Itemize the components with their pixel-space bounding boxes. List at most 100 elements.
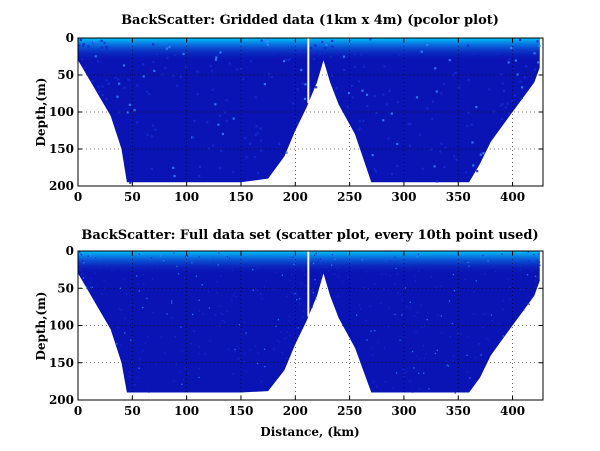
data-point xyxy=(322,261,324,263)
y-tick-label: 100 xyxy=(49,105,74,119)
data-point xyxy=(292,102,295,105)
data-point xyxy=(108,82,111,85)
data-point xyxy=(506,102,509,105)
data-point xyxy=(382,119,385,122)
data-point xyxy=(535,286,537,288)
data-point xyxy=(161,73,164,76)
data-point xyxy=(385,103,388,106)
x-tick-label: 50 xyxy=(124,404,141,418)
data-point xyxy=(198,165,202,168)
data-point xyxy=(467,78,470,81)
data-point xyxy=(533,253,535,256)
data-point xyxy=(464,260,466,262)
data-point xyxy=(315,252,317,255)
data-point xyxy=(142,75,145,78)
data-point xyxy=(487,338,489,341)
x-axis-label: Distance, (km) xyxy=(260,425,359,439)
data-point xyxy=(235,296,237,298)
data-point xyxy=(286,295,288,298)
data-point xyxy=(454,72,457,75)
data-point xyxy=(83,253,85,255)
data-point xyxy=(296,88,299,91)
x-tick-label: 50 xyxy=(124,190,141,204)
data-point xyxy=(219,167,222,170)
data-point xyxy=(156,267,158,269)
data-point xyxy=(90,286,92,288)
data-point xyxy=(496,52,499,55)
data-point xyxy=(343,68,346,72)
data-point xyxy=(319,279,321,281)
data-point xyxy=(272,52,275,55)
data-point xyxy=(498,339,501,342)
data-point xyxy=(286,331,289,333)
data-point xyxy=(100,39,103,42)
data-point xyxy=(249,60,253,63)
data-point xyxy=(416,355,418,357)
data-point xyxy=(238,347,240,349)
data-point xyxy=(220,150,223,153)
data-point xyxy=(120,309,122,311)
data-point xyxy=(285,357,287,359)
data-point xyxy=(478,342,480,345)
data-point xyxy=(440,92,443,95)
data-point xyxy=(443,166,446,169)
data-point xyxy=(507,327,509,329)
data-point xyxy=(245,370,247,372)
data-point xyxy=(172,166,175,169)
data-point xyxy=(97,85,100,88)
data-point xyxy=(313,294,315,296)
data-point xyxy=(260,380,263,383)
data-point xyxy=(453,355,455,357)
data-point xyxy=(374,283,376,285)
data-point xyxy=(249,142,252,145)
y-tick-label: 150 xyxy=(49,142,74,156)
y-axis-label: Depth,(m) xyxy=(34,78,48,147)
data-point xyxy=(116,343,118,345)
data-point xyxy=(420,304,422,306)
data-point xyxy=(502,300,504,302)
data-point xyxy=(256,132,259,135)
data-point xyxy=(382,93,385,96)
data-point xyxy=(431,100,434,103)
data-point xyxy=(254,345,256,347)
x-tick-label: 300 xyxy=(391,190,416,204)
data-point xyxy=(373,95,376,98)
data-point xyxy=(501,103,504,106)
data-point xyxy=(265,280,268,282)
data-point xyxy=(268,72,271,75)
data-point xyxy=(98,90,101,93)
gridded-backscatter-panel: BackScatter: Gridded data (1km x 4m) (pc… xyxy=(34,13,544,204)
data-point xyxy=(446,364,448,366)
data-point xyxy=(193,119,196,122)
data-point xyxy=(227,348,230,350)
data-point xyxy=(184,255,187,258)
data-point xyxy=(192,136,195,139)
data-point xyxy=(509,286,511,288)
data-point xyxy=(244,321,246,324)
data-point xyxy=(83,51,87,54)
data-point xyxy=(116,95,119,98)
data-point xyxy=(538,253,540,255)
data-point xyxy=(473,290,475,293)
data-point xyxy=(94,272,96,274)
data-point xyxy=(223,321,226,323)
data-point xyxy=(474,356,476,359)
data-point xyxy=(406,306,408,308)
data-point xyxy=(296,299,298,301)
data-point xyxy=(301,49,304,53)
data-point xyxy=(339,265,341,268)
data-point xyxy=(234,348,236,351)
data-point xyxy=(207,147,211,150)
data-point xyxy=(501,82,504,85)
data-point xyxy=(225,99,228,102)
data-point xyxy=(105,79,108,82)
data-point xyxy=(377,341,379,344)
data-point xyxy=(267,38,270,41)
data-point xyxy=(365,271,367,273)
data-point xyxy=(192,330,195,332)
data-point xyxy=(409,380,411,382)
data-point xyxy=(164,66,167,69)
data-point xyxy=(264,366,266,368)
data-point xyxy=(413,315,415,317)
data-point xyxy=(263,83,266,86)
